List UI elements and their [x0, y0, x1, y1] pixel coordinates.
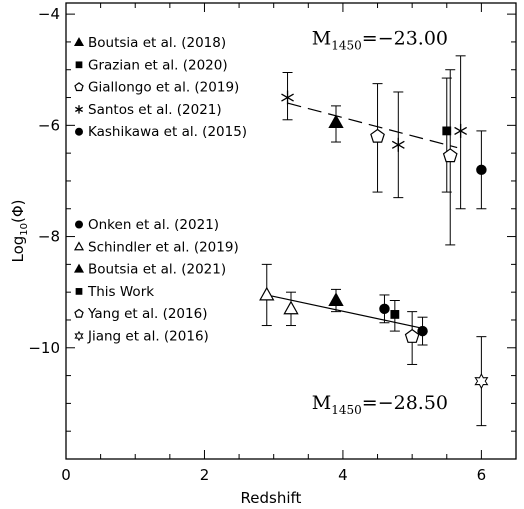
- asterisk-stroke: [391, 140, 405, 149]
- data-point-marker: [442, 148, 458, 163]
- legend-marker: [75, 288, 83, 295]
- data-point-marker: [379, 303, 390, 315]
- data-point-marker: [370, 128, 385, 143]
- fit-line-dashed: [287, 102, 458, 149]
- legend-marker: [75, 105, 83, 114]
- y-tick-label: −8: [38, 228, 60, 246]
- x-tick-label: 6: [477, 466, 487, 484]
- legend-label: Boutsia et al. (2018): [88, 35, 226, 51]
- magnitude-annotation: M1450=−23.00: [312, 28, 448, 53]
- data-point-marker: [328, 292, 344, 307]
- legend-label: Yang et al. (2016): [87, 306, 207, 322]
- y-tick-label: −4: [38, 5, 60, 23]
- legend-marker: [75, 127, 83, 136]
- y-tick-label: −10: [28, 339, 60, 357]
- asterisk-stroke: [454, 126, 468, 135]
- data-point-marker: [283, 300, 299, 315]
- legend-label: Kashikawa et al. (2015): [88, 124, 247, 140]
- data-point-marker: [474, 373, 489, 390]
- legend-label: Onken et al. (2021): [88, 217, 219, 233]
- legend-marker: [74, 330, 84, 342]
- legend-group: Onken et al. (2021) Schindler et al. (201…: [73, 217, 239, 345]
- legend-label: Schindler et al. (2019): [88, 239, 239, 255]
- legend-label: Santos et al. (2021): [88, 102, 222, 118]
- x-tick-label: 4: [338, 466, 348, 484]
- legend-marker: [73, 37, 85, 47]
- data-point-marker: [417, 325, 428, 337]
- data-point-marker: [328, 114, 344, 129]
- y-axis-label: Log10(Φ): [9, 199, 30, 262]
- data-point-marker: [476, 164, 487, 176]
- magnitude-annotation: M1450=−28.50: [312, 392, 448, 417]
- data-point-marker: [454, 123, 468, 138]
- legend-marker: [73, 241, 85, 251]
- data-point-marker: [281, 90, 294, 105]
- data-point-marker: [259, 286, 275, 301]
- legend-label: Jiang et al. (2016): [87, 329, 209, 345]
- legend-label: Giallongo et al. (2019): [88, 80, 239, 96]
- asterisk-stroke: [281, 93, 294, 102]
- x-tick-label: 0: [61, 466, 71, 484]
- plot-frame: [65, 2, 517, 460]
- asterisk-stroke: [75, 106, 83, 113]
- legend-marker: [75, 61, 83, 69]
- y-tick-label: −6: [38, 116, 60, 134]
- legend-group: Boutsia et al. (2018) Grazian et al. (202…: [73, 35, 247, 140]
- legend-marker: [74, 82, 84, 92]
- legend-marker: [73, 263, 85, 273]
- legend-label: Boutsia et al. (2021): [88, 262, 226, 278]
- legend-marker: [75, 220, 83, 229]
- data-point-marker: [442, 126, 452, 136]
- data-point-marker: [390, 310, 400, 319]
- legend-label: This Work: [87, 284, 154, 300]
- x-axis-label: Redshift: [241, 489, 302, 507]
- data-point-marker: [404, 328, 420, 343]
- x-tick-label: 2: [200, 466, 210, 484]
- fit-line-solid: [266, 294, 423, 329]
- legend-label: Grazian et al. (2020): [88, 57, 228, 73]
- data-point-marker: [391, 137, 405, 152]
- legend-marker: [74, 308, 84, 318]
